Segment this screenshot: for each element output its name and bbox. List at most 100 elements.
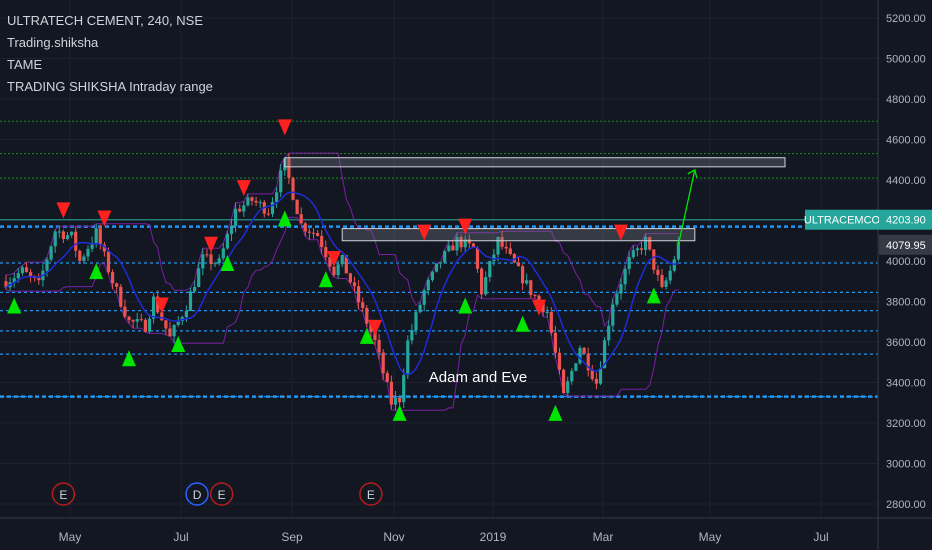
candle-body bbox=[217, 258, 221, 264]
channel-bands bbox=[5, 152, 679, 411]
candle-body bbox=[61, 231, 65, 240]
candle-body bbox=[111, 272, 115, 284]
indicator-label[interactable]: TAME bbox=[7, 57, 43, 72]
symbol-title[interactable]: ULTRATECH CEMENT, 240, NSE bbox=[7, 13, 204, 28]
candle-body bbox=[250, 197, 254, 201]
candle-body bbox=[635, 248, 639, 251]
pattern-annotation: Adam and Eve bbox=[429, 369, 527, 386]
candle-body bbox=[307, 231, 311, 233]
candle-body bbox=[131, 320, 135, 322]
indicator-label[interactable]: Trading.shiksha bbox=[7, 35, 99, 50]
sell-signal-icon bbox=[368, 319, 382, 336]
candle-body bbox=[135, 319, 139, 322]
candle-body bbox=[545, 312, 549, 314]
moving-average-line bbox=[5, 191, 679, 375]
candle-body bbox=[598, 368, 603, 384]
y-tick-label: 4600.00 bbox=[886, 135, 926, 147]
y-tick-label: 3800.00 bbox=[886, 297, 926, 309]
buy-signal-icon bbox=[318, 271, 333, 288]
candle-body bbox=[197, 268, 201, 287]
candle-body bbox=[652, 249, 656, 270]
event-label: D bbox=[193, 488, 202, 502]
candle-body bbox=[361, 302, 365, 308]
candle-body bbox=[201, 254, 205, 269]
buy-signal-icon bbox=[359, 327, 374, 344]
candle-body bbox=[406, 340, 410, 376]
candle-body bbox=[369, 323, 373, 332]
candle-body bbox=[578, 347, 582, 364]
candle-body bbox=[668, 270, 672, 281]
y-tick-label: 5200.00 bbox=[886, 13, 926, 25]
candle-body bbox=[316, 233, 320, 236]
candle-body bbox=[86, 248, 90, 257]
candle-body bbox=[631, 250, 635, 258]
ticker-tag bbox=[805, 209, 879, 230]
candle-body bbox=[348, 273, 352, 283]
candle-body bbox=[258, 202, 262, 204]
x-tick-label: Jul bbox=[813, 530, 828, 544]
buy-signal-icon bbox=[646, 287, 661, 304]
candle-body bbox=[78, 250, 82, 261]
candle-body bbox=[94, 228, 98, 243]
candle-body bbox=[291, 177, 295, 200]
buy-signal-icon bbox=[7, 297, 22, 314]
ticker-price-tag bbox=[879, 209, 932, 230]
candle-body bbox=[484, 277, 488, 295]
candle-body bbox=[225, 233, 229, 249]
ticker-price-label: 4203.90 bbox=[886, 215, 926, 227]
sell-signal-icon bbox=[154, 297, 169, 314]
candle-body bbox=[221, 248, 225, 259]
candle-body bbox=[49, 246, 53, 260]
candle-body bbox=[656, 269, 660, 275]
projection-line bbox=[677, 169, 696, 245]
buy-signal-icon bbox=[122, 350, 136, 367]
candle-body bbox=[500, 237, 504, 247]
candle-body bbox=[209, 254, 213, 265]
time-axis[interactable]: May Jul Sep Nov 2019 Mar May Jul bbox=[0, 517, 932, 544]
candle-body bbox=[537, 295, 541, 302]
candle-body bbox=[357, 286, 361, 303]
candle-body bbox=[516, 262, 521, 267]
candle-body bbox=[311, 232, 316, 234]
x-tick-label: Mar bbox=[593, 530, 614, 544]
event-label: E bbox=[218, 488, 226, 502]
candle-body bbox=[90, 242, 94, 249]
candle-body bbox=[193, 286, 197, 292]
candle-body bbox=[266, 213, 270, 215]
sell-signal-icon bbox=[327, 250, 341, 267]
candle-body bbox=[336, 264, 340, 276]
candle-body bbox=[398, 397, 402, 403]
candle-body bbox=[352, 282, 357, 287]
candle-body bbox=[24, 267, 29, 273]
candle-body bbox=[119, 286, 123, 307]
event-label: E bbox=[59, 488, 67, 502]
candle-body bbox=[176, 320, 180, 325]
candle-body bbox=[12, 278, 16, 283]
sell-signal-icon bbox=[277, 119, 292, 136]
candle-body bbox=[205, 254, 209, 256]
candle-body bbox=[172, 324, 176, 337]
candle-body bbox=[156, 296, 160, 313]
candle-body bbox=[381, 352, 385, 374]
buy-signal-icon bbox=[220, 255, 235, 272]
candle-body bbox=[443, 251, 447, 263]
candle-body bbox=[508, 248, 512, 255]
sell-signal-icon bbox=[532, 299, 546, 316]
candle-body bbox=[45, 259, 49, 271]
candle-body bbox=[414, 312, 418, 331]
sell-signal-icon bbox=[97, 210, 112, 227]
candle-body bbox=[426, 279, 430, 291]
candle-body bbox=[541, 301, 545, 313]
sell-signal-icon bbox=[417, 224, 432, 241]
current-price-tag bbox=[879, 234, 932, 255]
event-marker-icon bbox=[51, 482, 76, 506]
indicator-label[interactable]: TRADING SHIKSHA Intraday range bbox=[7, 79, 213, 94]
candle-body bbox=[98, 228, 102, 245]
x-tick-label: Nov bbox=[383, 530, 404, 544]
candle-body bbox=[389, 381, 393, 405]
x-tick-label: May bbox=[59, 530, 82, 544]
candle-body bbox=[521, 266, 525, 284]
